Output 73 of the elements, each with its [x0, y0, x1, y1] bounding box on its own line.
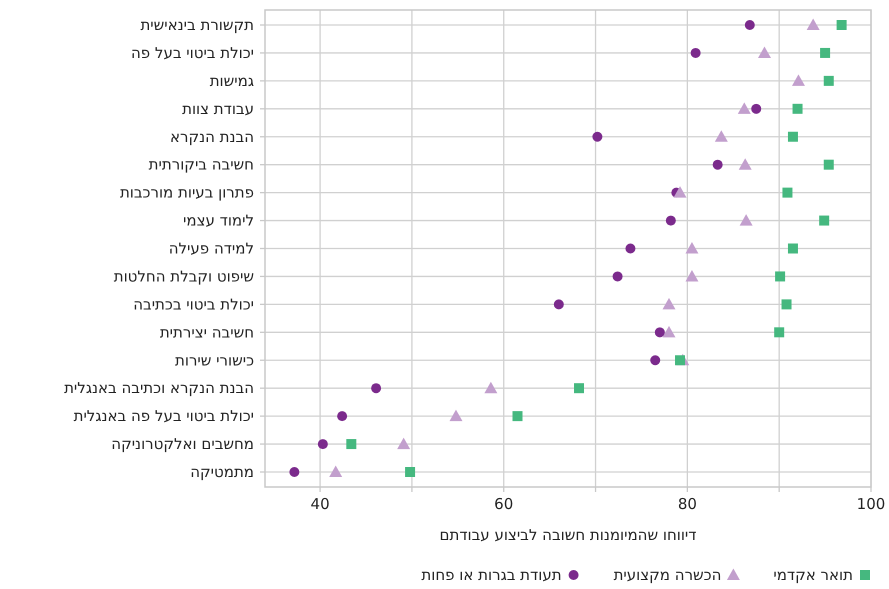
y-tick-label: חשיבה ביקורתית: [148, 156, 254, 174]
x-tick-label: 60: [494, 495, 514, 513]
point: [289, 467, 300, 477]
x-axis-title: דיווחו שהמיומנות חשובה לביצוע עבודתם: [440, 526, 696, 544]
y-tick-label: למידה פעילה: [168, 240, 254, 258]
point: [371, 383, 382, 394]
y-tick-label: עבודת צוות: [182, 100, 254, 118]
point: [449, 410, 462, 422]
point: [775, 271, 786, 282]
point: [346, 439, 356, 450]
point: [685, 270, 698, 282]
x-tick-label: 80: [678, 495, 697, 513]
point: [782, 299, 792, 310]
y-tick-label: לימוד עצמי: [183, 212, 254, 230]
point: [675, 355, 686, 366]
y-tick-label: מחשבים ואלקטרוניקה: [111, 435, 254, 454]
point: [819, 216, 830, 226]
y-tick-label: חשיבה יצירתית: [160, 323, 254, 342]
point: [654, 327, 665, 338]
point: [625, 244, 636, 254]
y-tick-label: יכולת ביטוי בכתיבה: [133, 295, 254, 314]
y-tick-label: פתרון בעיות מורכבות: [120, 184, 254, 202]
legend-label: תעודת בגרות או פחות: [421, 566, 562, 584]
point: [774, 327, 784, 338]
legend-label: הכשרה מקצועית: [614, 566, 722, 584]
point: [740, 214, 753, 226]
point: [674, 186, 687, 198]
point: [484, 382, 498, 394]
point: [329, 466, 342, 477]
y-tick-label: כישורי שירות: [175, 351, 254, 370]
point: [666, 216, 676, 226]
point: [820, 48, 830, 58]
point: [554, 299, 564, 310]
point: [714, 130, 728, 142]
y-tick-label: שיפוט וקבלת החלטות: [114, 267, 254, 286]
point: [836, 20, 847, 30]
point: [792, 74, 805, 86]
y-tick-label: תקשורת בינאישית: [140, 16, 254, 34]
y-tick-label: יכולת ביטוי בעל פה באנגלית: [74, 407, 254, 426]
point: [788, 132, 798, 142]
y-tick-label: הבנת הנקרא וכתיבה באנגלית: [64, 379, 254, 398]
point: [758, 46, 771, 58]
point: [744, 20, 755, 30]
x-tick-label: 40: [310, 495, 330, 513]
point: [824, 76, 834, 86]
point: [806, 18, 820, 30]
point: [788, 244, 798, 254]
point: [738, 102, 751, 114]
point: [712, 160, 723, 170]
point: [824, 160, 834, 170]
y-tick-label: גמישות: [210, 72, 254, 90]
point: [782, 188, 792, 198]
point: [512, 411, 522, 422]
point: [751, 104, 762, 114]
point: [662, 326, 676, 338]
point: [318, 439, 328, 450]
point: [397, 438, 410, 450]
point: [612, 271, 623, 282]
point: [650, 355, 660, 366]
legend-label: תואר אקדמי: [773, 566, 853, 584]
x-tick-label: 100: [856, 495, 886, 513]
point: [662, 298, 676, 310]
point: [592, 132, 602, 142]
point: [574, 383, 584, 394]
y-tick-label: מתמטיקה: [190, 463, 254, 481]
point: [690, 48, 701, 58]
point: [405, 467, 416, 477]
point: [337, 411, 348, 422]
y-tick-label: יכולת ביטוי בעל פה: [130, 44, 254, 62]
point: [738, 158, 752, 170]
point: [792, 104, 803, 114]
y-tick-label: הבנת הנקרא: [170, 128, 254, 146]
point: [685, 242, 698, 254]
